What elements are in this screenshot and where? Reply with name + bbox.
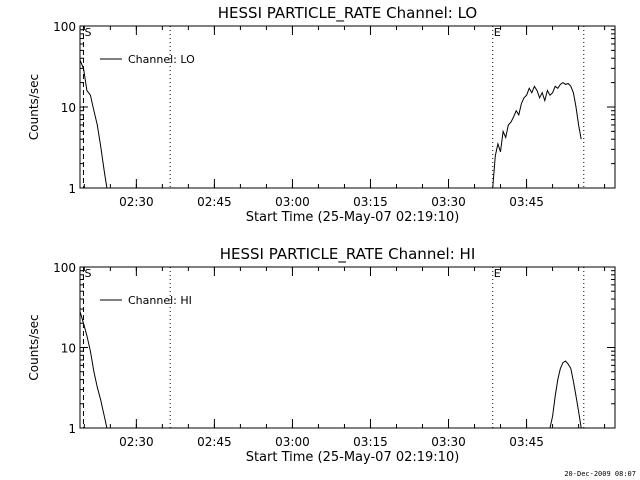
chart-title: HESSI PARTICLE_RATE Channel: HI [220, 245, 476, 264]
plot-frame [79, 266, 616, 429]
chart-panel-2: HESSI PARTICLE_RATE Channel: HI 1 10 100 02:… [27, 245, 616, 465]
marker-label: S [84, 267, 91, 280]
y-axis-label: Counts/sec [27, 74, 41, 140]
y-tick-label: 10 [61, 101, 76, 115]
legend-label: Channel: HI [128, 294, 192, 307]
y-tick-label: 100 [53, 261, 76, 275]
chart-title: HESSI PARTICLE_RATE Channel: LO [218, 4, 477, 23]
x-tick-label: 03:00 [275, 195, 310, 209]
legend-label: Channel: LO [128, 53, 195, 66]
x-tick-label: 03:00 [275, 435, 310, 449]
x-tick-label: 02:45 [197, 195, 232, 209]
x-tick-label: 03:45 [509, 195, 544, 209]
marker-label: S [84, 26, 91, 39]
x-tick-label: 03:15 [353, 195, 388, 209]
x-tick-label: 02:30 [119, 195, 154, 209]
series-line-segment-2 [549, 360, 582, 429]
x-tick-label: 03:15 [353, 435, 388, 449]
marker-label: E [494, 267, 501, 280]
series-line-segment-2 [492, 81, 582, 189]
y-tick-label: 1 [68, 182, 76, 196]
series-line-segment-1 [79, 59, 108, 189]
x-tick-label: 03:45 [509, 435, 544, 449]
x-axis-label: Start Time (25-May-07 02:19:10) [246, 450, 460, 465]
x-tick-label: 02:30 [119, 435, 154, 449]
x-axis-label: Start Time (25-May-07 02:19:10) [246, 210, 460, 225]
footer-timestamp: 20-Dec-2009 08:07 [564, 470, 636, 478]
series-line-segment-1 [79, 311, 108, 429]
x-tick-label: 03:30 [431, 195, 466, 209]
plot-frame [79, 25, 616, 189]
y-tick-label: 1 [68, 422, 76, 436]
x-tick-label: 03:30 [431, 435, 466, 449]
marker-label: E [494, 26, 501, 39]
y-tick-label: 100 [53, 20, 76, 34]
x-tick-label: 02:45 [197, 435, 232, 449]
y-axis-label: Counts/sec [27, 314, 41, 380]
y-tick-label: 10 [61, 342, 76, 356]
chart-panel-1: HESSI PARTICLE_RATE Channel: LO 1 10 100 02:… [27, 4, 616, 225]
